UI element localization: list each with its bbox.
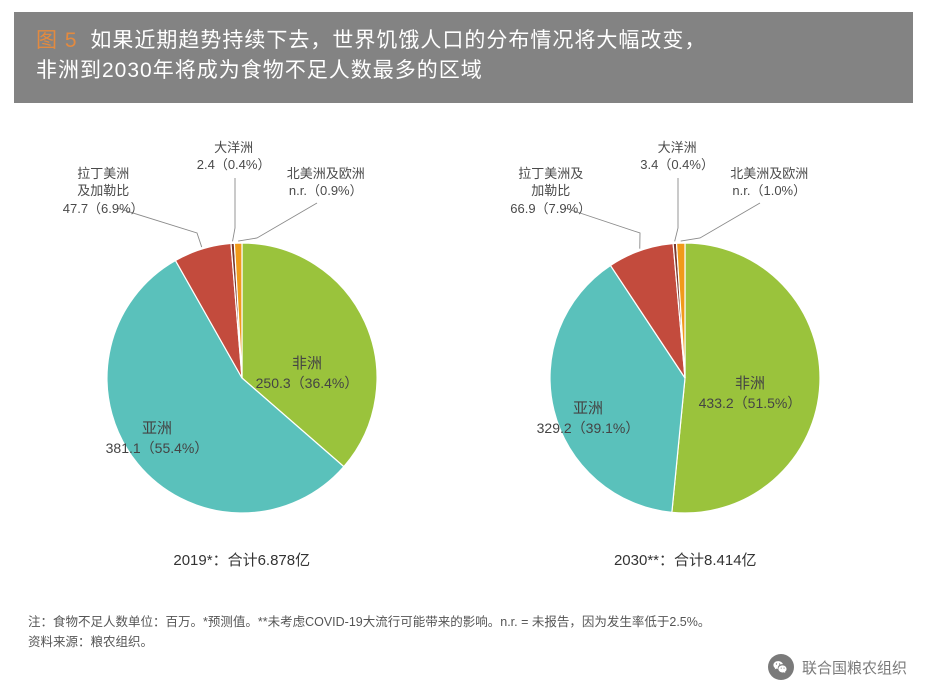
pie-chart-2019: 非洲 250.3（36.4%） 亚洲 381.1（55.4%） 拉丁美洲及加勒比47.7… <box>27 133 457 563</box>
slice-value-asia: 329.2（39.1%） <box>537 420 640 436</box>
callout-label-naeu: 北美洲及欧洲n.r.（0.9%） <box>287 165 365 200</box>
footer-brand: 联合国粮农组织 <box>768 654 907 680</box>
slice-label-asia: 亚洲 <box>573 400 603 417</box>
callout-line-oceania <box>232 178 234 241</box>
charts-container: 非洲 250.3（36.4%） 亚洲 381.1（55.4%） 拉丁美洲及加勒比47.7… <box>0 103 927 563</box>
figure-title-line2: 非洲到2030年将成为食物不足人数最多的区域 <box>36 59 483 82</box>
pie-2030-caption: 2030**：合计8.414亿 <box>470 549 900 570</box>
slice-label-asia: 亚洲 <box>142 420 172 437</box>
footnotes: 注：食物不足人数单位：百万。*预测值。**未考虑COVID-19大流行可能带来的… <box>28 613 710 652</box>
pie-chart-2030: 非洲 433.2（51.5%） 亚洲 329.2（39.1%） 拉丁美洲及加勒比66.9… <box>470 133 900 563</box>
figure-header: 图 5 如果近期趋势持续下去，世界饥饿人口的分布情况将大幅改变， 非洲到2030… <box>14 12 913 103</box>
callout-line-oceania <box>675 178 678 241</box>
callout-label-naeu: 北美洲及欧洲n.r.（1.0%） <box>730 165 808 200</box>
callout-label-oceania: 大洋洲2.4（0.4%） <box>197 139 271 174</box>
brand-text: 联合国粮农组织 <box>802 657 907 678</box>
callout-line-naeu <box>238 203 317 241</box>
callout-line-naeu <box>681 203 760 241</box>
figure-number: 图 5 <box>36 29 78 52</box>
figure-title-line1: 如果近期趋势持续下去，世界饥饿人口的分布情况将大幅改变， <box>90 29 706 52</box>
callout-label-lac: 拉丁美洲及加勒比47.7（6.9%） <box>63 165 144 218</box>
wechat-icon <box>768 654 794 680</box>
slice-label-africa: 非洲 <box>292 355 322 372</box>
footnote-line1: 注：食物不足人数单位：百万。*预测值。**未考虑COVID-19大流行可能带来的… <box>28 613 710 632</box>
callout-label-lac: 拉丁美洲及加勒比66.9（7.9%） <box>510 165 591 218</box>
footnote-line2: 资料来源：粮农组织。 <box>28 633 710 652</box>
pie-2019-caption: 2019*：合计6.878亿 <box>27 549 457 570</box>
callout-label-oceania: 大洋洲3.4（0.4%） <box>640 139 714 174</box>
slice-value-africa: 433.2（51.5%） <box>699 395 802 411</box>
slice-value-asia: 381.1（55.4%） <box>105 440 208 456</box>
slice-value-africa: 250.3（36.4%） <box>255 375 358 391</box>
slice-label-africa: 非洲 <box>735 375 765 392</box>
